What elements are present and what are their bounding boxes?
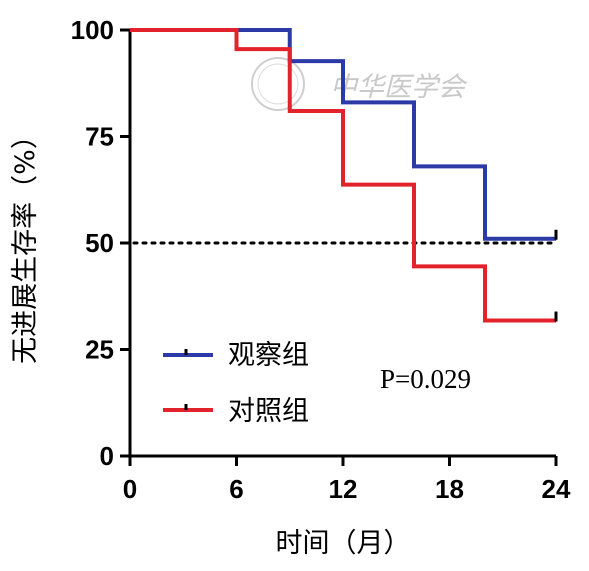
- legend-item-observation: 观察组: [163, 340, 309, 371]
- watermark-seal: [251, 57, 305, 111]
- series-layer: [130, 28, 558, 323]
- x-tick-label: 18: [435, 474, 464, 504]
- x-tick-label: 24: [542, 474, 571, 504]
- x-tick-label: 0: [123, 474, 137, 504]
- x-tick-label: 6: [229, 474, 243, 504]
- series-line-control: [130, 28, 556, 323]
- x-axis-title: 时间（月）: [276, 528, 411, 559]
- y-tick-label: 0: [100, 441, 114, 471]
- legend-label-observation: 观察组: [228, 340, 309, 371]
- p-value-annotation: P=0.029: [380, 364, 471, 394]
- y-axis-title: 无进展生存率（%）: [10, 122, 41, 364]
- y-tick-label: 25: [85, 335, 114, 365]
- x-tick-label: 12: [329, 474, 358, 504]
- x-ticks: 0 6 12 18 24: [123, 456, 571, 504]
- legend: 观察组 对照组: [163, 340, 309, 427]
- series-line-observation: [130, 28, 556, 241]
- y-tick-label: 75: [85, 122, 114, 152]
- watermark: 中华医学会: [251, 57, 468, 111]
- legend-label-control: 对照组: [228, 396, 309, 427]
- y-tick-label: 50: [85, 228, 114, 258]
- y-tick-label: 100: [71, 15, 114, 45]
- legend-item-control: 对照组: [163, 396, 309, 427]
- watermark-text: 中华医学会: [330, 72, 468, 103]
- y-ticks: 0 25 50 75 100: [71, 15, 130, 471]
